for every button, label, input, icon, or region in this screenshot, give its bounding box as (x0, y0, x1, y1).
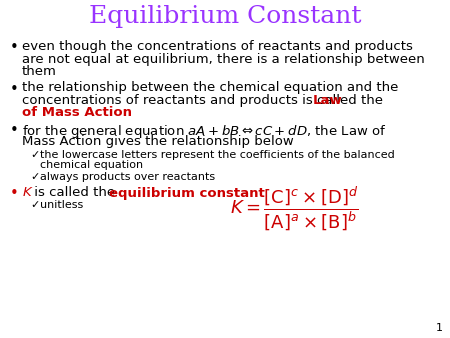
Text: 1: 1 (436, 323, 443, 333)
Text: concentrations of reactants and products is called the: concentrations of reactants and products… (22, 94, 387, 107)
Text: are not equal at equilibrium, there is a relationship between: are not equal at equilibrium, there is a… (22, 52, 425, 66)
Text: Equilibrium Constant: Equilibrium Constant (89, 5, 361, 28)
Text: Law: Law (312, 94, 342, 107)
Text: of Mass Action: of Mass Action (22, 106, 132, 120)
Text: $K$: $K$ (22, 187, 34, 199)
Text: $K = \dfrac{[\mathrm{C}]^{c} \times [\mathrm{D}]^{d}}{[\mathrm{A}]^{a} \times [\: $K = \dfrac{[\mathrm{C}]^{c} \times [\ma… (230, 185, 359, 233)
Text: ✓: ✓ (30, 172, 40, 182)
Text: ✓: ✓ (30, 150, 40, 160)
Text: chemical equation: chemical equation (40, 161, 143, 170)
Text: is called the: is called the (30, 187, 119, 199)
Text: for the general equation $aA + bB \Leftrightarrow cC + dD$, the Law of: for the general equation $aA + bB \Leftr… (22, 123, 387, 140)
Text: •: • (10, 187, 19, 201)
Text: equilibrium constant: equilibrium constant (109, 187, 265, 199)
Text: even though the concentrations of reactants and products: even though the concentrations of reacta… (22, 40, 413, 53)
Text: the relationship between the chemical equation and the: the relationship between the chemical eq… (22, 81, 398, 95)
Text: •: • (10, 123, 19, 138)
Text: unitless: unitless (40, 200, 83, 210)
Text: •: • (10, 40, 19, 55)
Text: always products over reactants: always products over reactants (40, 172, 215, 182)
Text: them: them (22, 65, 57, 78)
Text: •: • (10, 81, 19, 97)
Text: the lowercase letters represent the coefficients of the balanced: the lowercase letters represent the coef… (40, 150, 395, 160)
Text: ✓: ✓ (30, 200, 40, 210)
Text: Mass Action gives the relationship below: Mass Action gives the relationship below (22, 136, 294, 148)
